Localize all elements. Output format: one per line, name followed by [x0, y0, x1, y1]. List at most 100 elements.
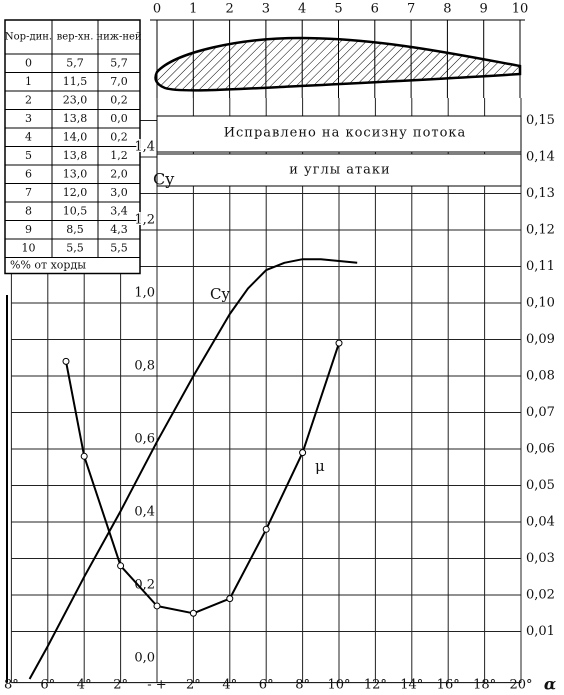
table-cell: 1,2 [110, 149, 128, 162]
y2-tick-label: 0,03 [526, 551, 555, 566]
x-tick-label: 8° [295, 678, 310, 693]
table-header: вер-хн. [57, 32, 94, 43]
table-footnote: %% от хорды [10, 259, 86, 272]
y2-tick-label: 0,05 [526, 478, 555, 493]
y2-tick-label: 0,02 [526, 588, 555, 603]
annotation-box [156, 153, 522, 187]
table-cell: 5,7 [110, 56, 128, 69]
table-cell: 5,5 [66, 241, 84, 254]
x-tick-label: 4° [222, 678, 237, 693]
profile-tick-label: 4 [298, 2, 306, 17]
y2-tick-label: 0,15 [526, 113, 555, 128]
table-cell: 3,4 [110, 204, 128, 217]
table-header: ниж-ней [96, 32, 141, 43]
x-tick-label: 6° [40, 678, 55, 693]
x-tick-label: 10° [327, 678, 350, 693]
data-point [335, 339, 343, 347]
airfoil-profile [154, 36, 522, 92]
profile-tick-label: 0 [153, 2, 161, 17]
y2-tick-label: 0,08 [526, 369, 555, 384]
y2-tick-label: 0,09 [526, 332, 555, 347]
y2-tick-label: 0,06 [526, 442, 555, 457]
y2-tick-label: 0,13 [526, 186, 555, 201]
y-tick-label: 0,6 [134, 432, 155, 447]
profile-tick-label: 7 [407, 2, 415, 17]
x-tick-label: 8° [4, 678, 19, 693]
x-tick-label: - + [147, 678, 166, 693]
x-tick-label: 6° [259, 678, 274, 693]
y-axis-label: Cy [153, 170, 174, 189]
y-tick-label: 1,2 [134, 213, 155, 228]
series-line [28, 258, 358, 680]
table-cell: 9 [25, 223, 32, 236]
profile-tick-label: 1 [189, 2, 197, 17]
y2-tick-label: 0,14 [526, 150, 555, 165]
table-cell: 2,0 [110, 167, 128, 180]
data-point [153, 602, 161, 610]
profile-tick-label: 8 [443, 2, 451, 17]
y2-tick-label: 0,04 [526, 515, 555, 530]
profile-tick-label: 2 [225, 2, 233, 17]
y-tick-label: 0,2 [134, 578, 155, 593]
y-tick-label: 0,8 [134, 359, 155, 374]
x-tick-label: 4° [77, 678, 92, 693]
data-point [189, 609, 197, 617]
profile-tick-label: 3 [262, 2, 270, 17]
table-cell: 1 [25, 75, 32, 88]
table-cell: 7 [25, 186, 32, 199]
y-tick-label: 0,0 [134, 651, 155, 666]
y2-tick-label: 0,01 [526, 624, 555, 639]
table-cell: 0 [25, 56, 32, 69]
profile-tick-label: 9 [480, 2, 488, 17]
x-tick-label: 12° [364, 678, 387, 693]
data-point [117, 562, 125, 570]
table-cell: 6 [25, 167, 32, 180]
table-cell: 0,2 [110, 93, 128, 106]
x-tick-label: 18° [473, 678, 496, 693]
series-label: Cy [210, 285, 230, 303]
x-tick-label: 2° [186, 678, 201, 693]
table-cell: 13,0 [63, 167, 88, 180]
table-cell: 5,5 [110, 241, 128, 254]
series-label: μ [315, 457, 325, 475]
annotation: и углы атаки [289, 163, 390, 178]
table-cell: 0,2 [110, 130, 128, 143]
y2-tick-label: 0,07 [526, 405, 555, 420]
profile-tick-label: 10 [512, 2, 529, 17]
annotation: Исправлено на косизну потока [224, 126, 467, 141]
y-tick-label: 1,4 [134, 140, 155, 155]
series-line [65, 342, 340, 615]
table-cell: 5 [25, 149, 32, 162]
table-cell: 13,8 [63, 112, 88, 125]
x-tick-label: 16° [437, 678, 460, 693]
table-cell: 10,5 [63, 204, 88, 217]
profile-tick-label: 5 [334, 2, 342, 17]
profile-tick-label: 6 [371, 2, 379, 17]
x-tick-label: 20° [509, 678, 532, 693]
data-point [262, 525, 270, 533]
table-cell: 23,0 [63, 93, 88, 106]
annotation-box [156, 115, 522, 153]
y-tick-label: 0,4 [134, 505, 155, 520]
table-cell: 0,0 [110, 112, 128, 125]
table-cell: 14,0 [63, 130, 88, 143]
table-cell: 11,5 [63, 75, 88, 88]
table-cell: 12,0 [63, 186, 88, 199]
table-cell: 8 [25, 204, 32, 217]
table-cell: 7,0 [110, 75, 128, 88]
data-point [62, 357, 70, 365]
data-point [226, 595, 234, 603]
y2-tick-label: 0,12 [526, 223, 555, 238]
table-cell: 3,0 [110, 186, 128, 199]
data-point [80, 452, 88, 460]
x-tick-label: 14° [400, 678, 423, 693]
table-cell: 4,3 [110, 223, 128, 236]
table-cell: 2 [25, 93, 32, 106]
table-cell: 13,8 [63, 149, 88, 162]
data-point [299, 449, 307, 457]
table-cell: 3 [25, 112, 32, 125]
table-cell: 5,7 [66, 56, 84, 69]
table-cell: 4 [25, 130, 32, 143]
table-cell: 10 [22, 241, 36, 254]
